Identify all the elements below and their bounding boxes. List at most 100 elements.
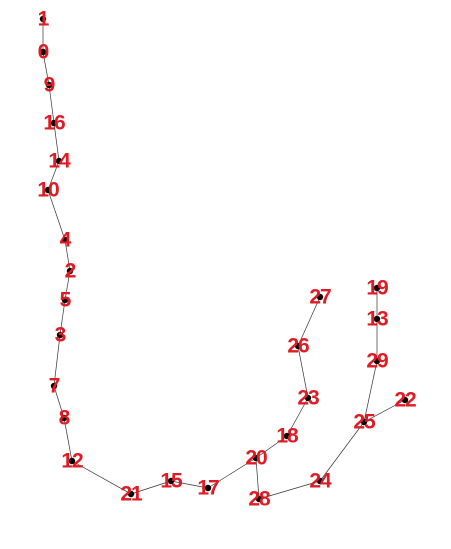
node-label: 8 (59, 407, 71, 430)
node-dot (373, 315, 381, 323)
node-label: 22 (394, 389, 416, 412)
node-16: 16 (43, 112, 66, 135)
node-dot (50, 382, 58, 390)
edge-15-17 (170, 480, 209, 489)
node-5: 5 (60, 289, 73, 312)
node-label: 25 (353, 411, 376, 434)
edge-16-14 (53, 122, 60, 162)
node-label: 27 (309, 286, 331, 309)
node-15: 15 (160, 470, 184, 493)
node-3: 3 (55, 324, 67, 347)
node-28: 28 (248, 488, 272, 511)
node-dot (294, 342, 302, 350)
node-7: 7 (49, 375, 61, 398)
node-dot (373, 284, 381, 292)
node-13: 13 (366, 308, 389, 331)
node-label: 1 (38, 8, 50, 31)
edge-9-16 (48, 84, 55, 124)
node-dot (61, 296, 69, 304)
edge-8-12 (63, 417, 73, 462)
node-0: 0 (38, 41, 50, 64)
node-dot (45, 81, 53, 89)
node-label: 2 (65, 260, 76, 283)
node-24: 24 (309, 470, 333, 493)
node-25: 25 (353, 411, 377, 434)
node-label: 13 (366, 308, 388, 331)
node-dot (255, 495, 263, 503)
edge-5-3 (59, 299, 66, 336)
node-dot (39, 48, 47, 56)
node-dot (66, 267, 74, 275)
node-label: 0 (38, 41, 49, 64)
node-17: 17 (197, 477, 220, 500)
node-12: 12 (61, 450, 84, 473)
edge-28-24 (258, 480, 321, 500)
edge-12-21 (71, 460, 132, 495)
node-label: 29 (366, 350, 388, 373)
node-dot (373, 357, 381, 365)
edge-23-26 (297, 345, 309, 399)
node-label: 7 (49, 375, 60, 398)
node-14: 14 (48, 150, 72, 173)
edge-7-8 (53, 385, 65, 419)
node-dot (204, 484, 212, 492)
node-dot (44, 186, 52, 194)
node-dot (50, 119, 58, 127)
node-label: 18 (276, 425, 299, 448)
node-dot (68, 457, 76, 465)
node-2: 2 (65, 260, 77, 283)
node-26: 26 (287, 335, 310, 358)
edge-0-9 (42, 51, 50, 86)
edge-14-10 (47, 160, 60, 191)
node-9: 9 (44, 74, 56, 97)
edge-24-25 (319, 421, 365, 482)
node-label: 19 (366, 277, 388, 300)
node-label: 12 (61, 450, 83, 473)
node-10: 10 (37, 179, 60, 202)
node-20: 20 (245, 447, 268, 470)
node-dot (316, 477, 324, 485)
node-22: 22 (394, 389, 417, 412)
node-dot (60, 414, 68, 422)
node-dot (167, 477, 175, 485)
edge-17-20 (207, 457, 257, 489)
node-dot (304, 394, 312, 402)
node-label: 20 (245, 447, 267, 470)
node-dot (316, 293, 324, 301)
node-label: 17 (197, 477, 219, 500)
node-18: 18 (276, 425, 300, 448)
node-label: 3 (55, 324, 66, 347)
node-label: 4 (60, 229, 72, 252)
edge-10-4 (47, 189, 66, 241)
node-dot (283, 432, 291, 440)
edge-3-7 (53, 334, 61, 387)
node-label: 9 (44, 74, 55, 97)
edge-21-15 (130, 480, 172, 495)
edge-layer (42, 19, 406, 500)
node-dot (360, 418, 368, 426)
node-27: 27 (309, 286, 332, 309)
node-label: 16 (43, 112, 65, 135)
edge-20-18 (255, 435, 288, 459)
node-label: 28 (248, 488, 271, 511)
node-dot (127, 490, 135, 498)
node-29: 29 (366, 350, 389, 373)
node-label: 15 (160, 470, 183, 493)
edge-20-28 (255, 457, 260, 500)
edge-25-22 (363, 399, 406, 423)
node-4: 4 (60, 229, 73, 252)
edge-4-2 (64, 239, 71, 272)
node-1: 1 (38, 8, 51, 31)
node-8: 8 (59, 407, 72, 430)
node-dot (401, 396, 409, 404)
node-label: 24 (309, 470, 332, 493)
node-label: 14 (48, 150, 71, 173)
node-dot (61, 236, 69, 244)
node-label: 5 (60, 289, 72, 312)
node-dot (56, 331, 64, 339)
node-23: 23 (297, 387, 320, 410)
node-dot (55, 157, 63, 165)
node-21: 21 (120, 483, 144, 506)
